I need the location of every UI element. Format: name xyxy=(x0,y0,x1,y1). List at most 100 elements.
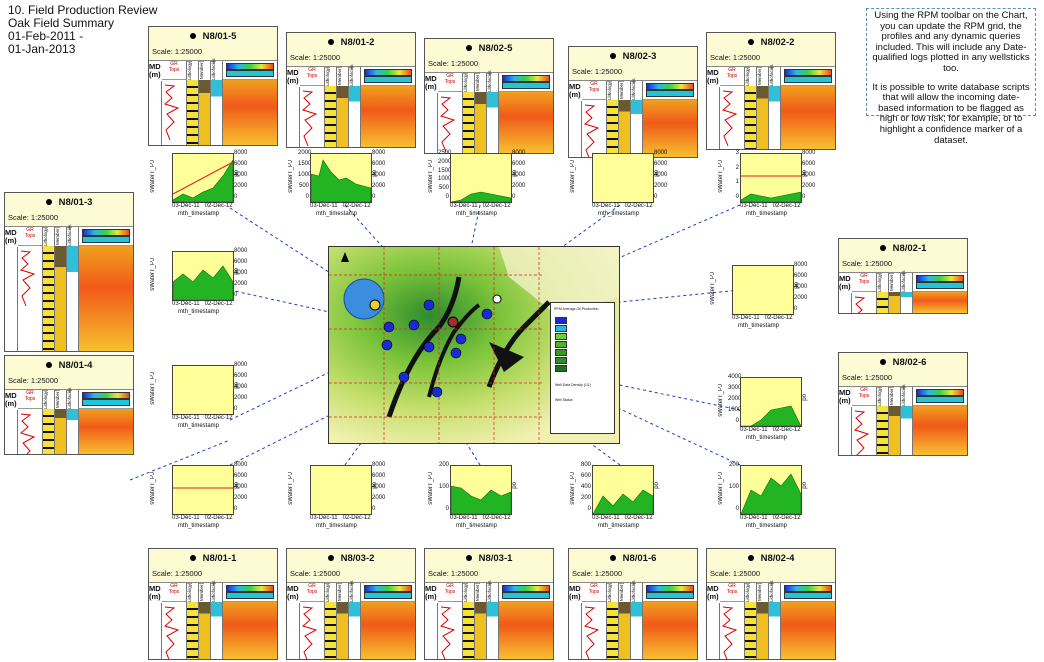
member-header: Member xyxy=(619,81,624,100)
left-tick-label: 0 xyxy=(735,418,739,424)
lithology-track: Lithology xyxy=(607,583,619,659)
lithology-header: Lithology xyxy=(607,81,612,100)
well-scale: Scale: 1:25000 xyxy=(842,259,893,268)
plot-y-label: sWaterT_PJ xyxy=(570,160,576,193)
well-panel[interactable]: N8/02-3 Scale: 1:25000 MD (m) GR Tops Lith… xyxy=(568,46,698,158)
rpm-track xyxy=(913,387,967,455)
production-plot[interactable]: sWaterT_PJ 2500 2000 1500 1000 500 0 8000 6000 4… xyxy=(428,150,525,220)
md-label: MD (m) xyxy=(569,82,581,99)
plot-x-ticks: 03-Dec-11 02-Dec-12 xyxy=(592,203,653,209)
rpm-track xyxy=(79,390,133,454)
production-plot[interactable]: sWaterT_PJ 200 100 0 po 03-Dec-11 02-Dec-1… xyxy=(428,462,518,532)
gr-curve xyxy=(163,606,180,659)
legend-status-label: Well Status xyxy=(555,398,573,402)
well-panel[interactable]: N8/01-5 Scale: 1:25000 MD (m) GR Tops Lith… xyxy=(148,26,278,146)
lithofacies-fill xyxy=(487,602,498,659)
well-panel[interactable]: N8/02-2 Scale: 1:25000 MD (m) GR Tops Lith… xyxy=(706,32,836,150)
well-name-text: N8/01-1 xyxy=(202,553,237,564)
member-track: Member xyxy=(475,73,487,153)
lithology-header: Lithology xyxy=(43,227,48,246)
rpm-profile xyxy=(79,246,133,351)
gr-header: GR Tops xyxy=(300,67,324,86)
well-panel[interactable]: N8/03-1 Scale: 1:25000 MD (m) GR Tops Lith… xyxy=(424,548,554,660)
production-plot[interactable]: sWaterT_PJ 3 2 1 0 8000 6000 4000 2000 0 po 03-D… xyxy=(718,150,815,220)
well-symbol-icon xyxy=(879,245,886,252)
lithofacies-header: Lithofacies xyxy=(901,270,906,292)
lithology-track: Lithology xyxy=(463,583,475,659)
production-plot[interactable]: sWaterT_PJ 8000 6000 4000 2000 0 po 03-Dec-1… xyxy=(150,150,247,220)
field-map[interactable]: RPM Average Oil Production Well Data Den… xyxy=(328,246,620,444)
right-tick-label: 0 xyxy=(372,194,376,200)
well-scale: Scale: 1:25000 xyxy=(428,59,479,68)
left-tick-label: 600 xyxy=(580,473,591,479)
well-scale: Scale: 1:25000 xyxy=(152,47,203,56)
production-plot[interactable]: sWaterT_PJ 4000 3000 2000 1000 0 po 03-Dec-1… xyxy=(718,374,808,444)
plot-y-label: sWaterT_PJ xyxy=(288,160,294,193)
left-tick-label: 200 xyxy=(580,495,591,501)
well-panel[interactable]: N8/02-5 Scale: 1:25000 MD (m) GR Tops Lith… xyxy=(424,38,554,154)
plot-y-label: sWaterT_PJ xyxy=(570,472,576,505)
well-header: N8/02-4 Scale: 1:25000 xyxy=(707,549,835,583)
well-panel[interactable]: N8/02-1 Scale: 1:25000 MD (m) GR Tops Lith… xyxy=(838,238,968,314)
production-plot[interactable]: sWaterT_PJ 2000 1500 1000 500 0 8000 6000 4000 2… xyxy=(288,150,385,220)
plot-x-label: mth_timestamp xyxy=(316,523,358,529)
report-title: 10. Field Production Review Oak Field Su… xyxy=(8,4,157,56)
well-panel[interactable]: N8/01-2 Scale: 1:25000 MD (m) GR Tops Lith… xyxy=(286,32,416,148)
production-plot[interactable]: sWaterT_PJ 8000 6000 4000 2000 0 po 03-Dec-1… xyxy=(710,262,807,332)
plot-x-label: mth_timestamp xyxy=(178,309,220,315)
member-fill xyxy=(475,92,486,153)
rpm-colorbar xyxy=(364,69,412,76)
rpm-date-bar xyxy=(646,90,694,97)
md-label: MD (m) xyxy=(707,68,719,85)
well-panel[interactable]: N8/01-1 Scale: 1:25000 MD (m) GR Tops Lith… xyxy=(148,548,278,660)
lithology-header: Lithology xyxy=(463,583,468,602)
member-fill xyxy=(337,602,348,659)
plot-y2-label: po xyxy=(654,170,660,177)
production-plot[interactable]: sWaterT_PJ 8000 6000 4000 2000 0 po 03-Dec-1… xyxy=(570,150,667,220)
rpm-header xyxy=(361,67,415,86)
production-plot[interactable]: sWaterT_PJ 200 100 0 po 03-Dec-11 02-Dec-1… xyxy=(718,462,808,532)
lithology-fill xyxy=(607,602,618,659)
production-plot[interactable]: sWaterT_PJ 8000 6000 4000 2000 0 po 03-Dec-1… xyxy=(150,462,247,532)
well-header: N8/01-2 Scale: 1:25000 xyxy=(287,33,415,67)
left-tick-label: 0 xyxy=(735,506,739,512)
rpm-date-bar xyxy=(784,592,832,599)
well-header: N8/01-4 Scale: 1:25000 xyxy=(5,356,133,390)
plot-area xyxy=(450,465,512,515)
production-plot[interactable]: sWaterT_PJ 8000 6000 4000 2000 0 po 03-Dec-1… xyxy=(288,462,385,532)
gr-curve xyxy=(721,90,738,147)
right-tick-label: 6000 xyxy=(794,273,808,279)
production-plot[interactable]: sWaterT_PJ 8000 6000 4000 2000 0 po 03-Dec-1… xyxy=(150,248,247,318)
plot-x-ticks: 03-Dec-11 02-Dec-12 xyxy=(172,515,233,521)
depth-track xyxy=(425,93,438,153)
well-panel[interactable]: N8/02-6 Scale: 1:25000 MD (m) GR Tops Lith… xyxy=(838,352,968,456)
member-track: Member xyxy=(619,583,631,659)
plot-x-label: mth_timestamp xyxy=(598,211,640,217)
well-panel[interactable]: N8/02-4 Scale: 1:25000 MD (m) GR Tops Lith… xyxy=(706,548,836,660)
well-header: N8/01-5 Scale: 1:25000 xyxy=(149,27,277,61)
right-tick-label: 2000 xyxy=(234,281,248,287)
rpm-track xyxy=(913,273,967,313)
production-curve xyxy=(741,175,801,202)
well-panel[interactable]: N8/01-3 Scale: 1:25000 MD (m) GR Tops Lith… xyxy=(4,192,134,352)
gr-track: GR Tops xyxy=(852,387,877,455)
well-scale: Scale: 1:25000 xyxy=(8,213,59,222)
rpm-track xyxy=(643,81,697,157)
well-symbol-icon xyxy=(189,555,196,562)
member-fill xyxy=(55,246,66,351)
well-name: N8/02-4 xyxy=(707,553,835,564)
well-panel[interactable]: N8/01-6 Scale: 1:25000 MD (m) GR Tops Lith… xyxy=(568,548,698,660)
gr-curve xyxy=(583,606,600,659)
gr-header: GR Tops xyxy=(438,73,462,92)
right-tick-label: 8000 xyxy=(654,150,668,156)
md-label: MD (m) xyxy=(287,68,299,85)
plot-x-label: mth_timestamp xyxy=(746,523,788,529)
right-tick-label: 2000 xyxy=(234,183,248,189)
production-plot[interactable]: sWaterT_PJ 8000 6000 4000 2000 0 po 03-Dec-1… xyxy=(150,362,247,432)
well-panel[interactable]: N8/01-4 Scale: 1:25000 MD (m) GR Tops Lith… xyxy=(4,355,134,455)
plot-x-label: mth_timestamp xyxy=(456,211,498,217)
well-panel[interactable]: N8/03-2 Scale: 1:25000 MD (m) GR Tops Lith… xyxy=(286,548,416,660)
rpm-date-bar xyxy=(226,592,274,599)
lithofacies-header: Lithofacies xyxy=(67,387,72,409)
production-plot[interactable]: sWaterT_PJ 800 600 400 200 0 po 03-Dec-11 02… xyxy=(570,462,660,532)
